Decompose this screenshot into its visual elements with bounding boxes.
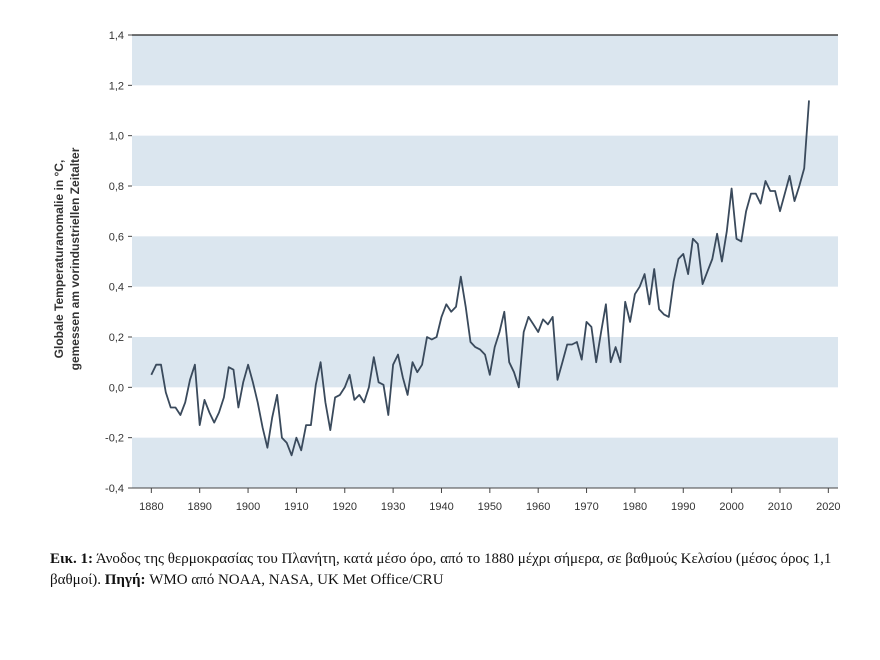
background-bands bbox=[132, 35, 838, 488]
x-tick-label: 1910 bbox=[284, 501, 308, 513]
x-tick-label: 2000 bbox=[719, 501, 743, 513]
x-axis-ticks: 1880 1890 1900 1910 1920 1930 1940 1950 1960 1970… bbox=[139, 488, 841, 513]
y-tick-label: -0,2 bbox=[105, 433, 124, 445]
x-tick-label: 1950 bbox=[478, 501, 502, 513]
x-tick-label: 1900 bbox=[236, 501, 260, 513]
caption-source-label: Πηγή: bbox=[104, 572, 146, 588]
temperature-anomaly-chart: -0,4 -0,2 0,0 0,2 0,4 0,6 0,8 1,0 1,2 1,4 1880 189… bbox=[52, 30, 841, 513]
x-tick-label: 1880 bbox=[139, 501, 163, 513]
x-tick-label: 1990 bbox=[671, 501, 695, 513]
y-axis-label-line1: Globale Temperaturanomalie in °C, bbox=[52, 160, 66, 359]
x-tick-label: 1940 bbox=[429, 501, 453, 513]
y-tick-label: 1,2 bbox=[109, 80, 124, 92]
band-4 bbox=[132, 236, 838, 287]
y-tick-label: 0,0 bbox=[109, 382, 124, 394]
figure-caption: Εικ. 1: Άνοδος της θερμοκρασίας του Πλαν… bbox=[50, 549, 850, 591]
x-tick-label: 1930 bbox=[381, 501, 405, 513]
x-tick-label: 1890 bbox=[187, 501, 211, 513]
y-tick-label: 1,0 bbox=[109, 131, 124, 143]
y-tick-label: 0,4 bbox=[109, 282, 124, 294]
caption-description: Άνοδος της θερμοκρασίας του Πλανήτη, κατ… bbox=[50, 551, 832, 588]
band-6 bbox=[132, 135, 838, 186]
x-tick-label: 2020 bbox=[816, 501, 840, 513]
y-axis-ticks: -0,4 -0,2 0,0 0,2 0,4 0,6 0,8 1,0 1,2 1,4 bbox=[105, 30, 132, 495]
caption-figure-label: Εικ. 1: bbox=[50, 551, 93, 567]
y-tick-label: 0,8 bbox=[109, 181, 124, 193]
band-8 bbox=[132, 35, 838, 86]
caption-source: WMO από NOAA, NASA, UK Met Office/CRU bbox=[145, 572, 444, 588]
band-0 bbox=[132, 437, 838, 488]
band-2 bbox=[132, 337, 838, 388]
x-tick-label: 2010 bbox=[768, 501, 792, 513]
y-tick-label: 0,6 bbox=[109, 231, 124, 243]
x-tick-label: 1980 bbox=[623, 501, 647, 513]
y-tick-label: 0,2 bbox=[109, 332, 124, 344]
x-tick-label: 1960 bbox=[526, 501, 550, 513]
y-tick-label: 1,4 bbox=[109, 30, 124, 42]
x-tick-label: 1920 bbox=[333, 501, 357, 513]
y-axis-label-line2: gemessen am vorindustriellen Zeitalter bbox=[68, 147, 82, 370]
y-tick-label: -0,4 bbox=[105, 483, 124, 495]
x-tick-label: 1970 bbox=[574, 501, 598, 513]
temperature-series-line bbox=[150, 100, 810, 457]
